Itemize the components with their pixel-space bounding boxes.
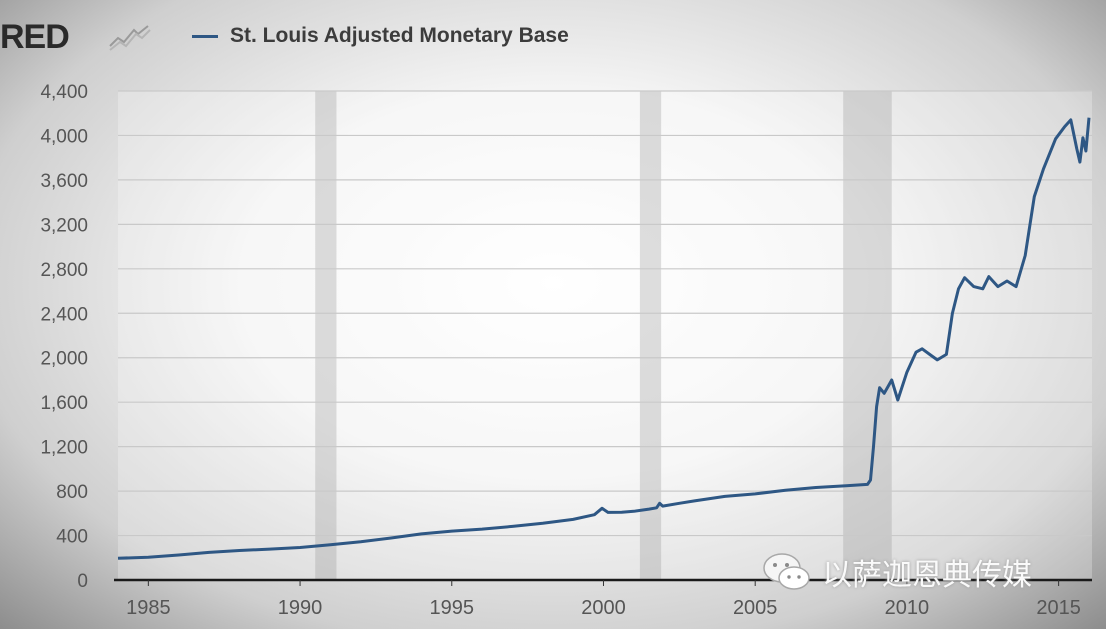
legend-label: St. Louis Adjusted Monetary Base	[230, 24, 569, 47]
x-tick-label: 2015	[1036, 597, 1081, 619]
plot-area	[118, 91, 1092, 580]
recession-band	[843, 91, 892, 580]
y-tick-label: 800	[56, 482, 88, 503]
y-tick-label: 4,000	[40, 126, 88, 147]
recession-band	[315, 91, 337, 580]
y-tick-label: 3,200	[40, 215, 88, 236]
watermark: 以萨迦恩典传媒	[760, 550, 1032, 594]
legend-swatch	[192, 34, 218, 38]
y-tick-label: 4,400	[40, 82, 88, 103]
x-tick-label: 2005	[733, 597, 778, 619]
logo-text: RED	[0, 18, 70, 56]
y-tick-label: 400	[56, 527, 88, 548]
watermark-text: 以萨迦恩典传媒	[822, 558, 1032, 593]
fred-logo: RED	[0, 18, 70, 57]
x-tick-label: 2000	[581, 597, 626, 619]
y-tick-label: 0	[77, 571, 88, 592]
y-tick-label: 2,400	[40, 304, 88, 325]
x-tick-label: 1990	[278, 597, 323, 619]
y-tick-label: 1,600	[40, 393, 88, 414]
y-tick-label: 2,000	[40, 349, 88, 370]
x-tick-label: 1985	[126, 597, 171, 619]
y-tick-label: 3,600	[40, 171, 88, 192]
legend: St. Louis Adjusted Monetary Base	[192, 24, 569, 48]
fred-sparkline-icon	[109, 25, 151, 51]
x-tick-label: 1995	[430, 597, 475, 619]
recession-band	[639, 91, 662, 580]
series-line-monetary-base	[117, 117, 1091, 560]
wechat-icon	[763, 553, 810, 590]
y-tick-label: 2,800	[40, 260, 88, 281]
x-tick-label: 2010	[885, 597, 930, 619]
y-tick-label: 1,200	[40, 438, 88, 459]
